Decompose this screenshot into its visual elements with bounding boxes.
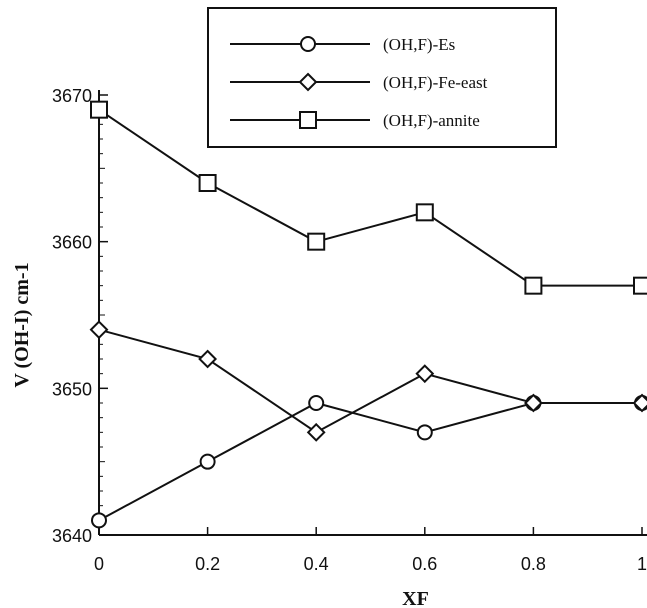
data-point-square <box>307 232 326 251</box>
x-tick-label: 0.4 <box>304 554 329 574</box>
data-point-square <box>524 276 543 295</box>
legend-box <box>207 7 557 148</box>
data-point-square <box>633 276 647 295</box>
data-point-circle <box>91 512 107 529</box>
legend-marker-circle <box>300 36 316 52</box>
data-point-square <box>198 174 217 192</box>
data-point-diamond <box>198 349 218 369</box>
x-tick-label: 0 <box>94 554 104 574</box>
y-tick-label: 3660 <box>52 233 92 253</box>
data-point-diamond <box>632 393 647 413</box>
data-point-square <box>90 100 108 119</box>
y-axis-title: V (OH-I) cm-1 <box>11 262 33 387</box>
y-tick-label: 3640 <box>52 526 92 546</box>
series-line <box>98 108 642 287</box>
series-diamond <box>89 320 647 442</box>
legend-label: (OH,F)-Es <box>383 35 455 54</box>
legend-label: (OH,F)-annite <box>383 111 480 130</box>
data-point-diamond <box>306 422 326 442</box>
legend-entry: (OH,F)-Fe-east <box>230 72 488 92</box>
data-point-circle <box>416 424 433 441</box>
legend-marker-square <box>299 111 317 129</box>
x-tick-label: 0.2 <box>195 554 220 574</box>
data-point-diamond <box>415 364 435 384</box>
legend-entry: (OH,F)-Es <box>230 35 455 54</box>
series-lines <box>89 100 647 529</box>
data-point-diamond <box>523 393 543 413</box>
axes: 0 0.2 0.4 0.6 0.8 1 3640 3650 3660 3670 <box>52 86 647 574</box>
series-circle <box>91 395 647 529</box>
data-point-circle <box>308 395 325 411</box>
data-point-square <box>415 203 434 222</box>
legend-marker-diamond <box>298 72 318 92</box>
x-tick-label: 0.6 <box>412 554 437 574</box>
legend-label: (OH,F)-Fe-east <box>383 73 488 92</box>
x-tick-label: 1 <box>637 554 647 574</box>
x-axis-title: XF <box>402 588 429 608</box>
data-point-circle <box>199 453 216 470</box>
series-line <box>98 328 642 434</box>
x-tick-label: 0.8 <box>521 554 546 574</box>
series-line <box>98 401 642 522</box>
legend-entry: (OH,F)-annite <box>230 111 480 130</box>
legend: (OH,F)-Es (OH,F)-Fe-east (OH,F)-annite <box>207 7 557 148</box>
y-tick-label: 3650 <box>52 379 92 399</box>
series-square <box>90 100 647 295</box>
data-point-diamond <box>89 320 109 340</box>
y-tick-label: 3670 <box>52 86 92 106</box>
